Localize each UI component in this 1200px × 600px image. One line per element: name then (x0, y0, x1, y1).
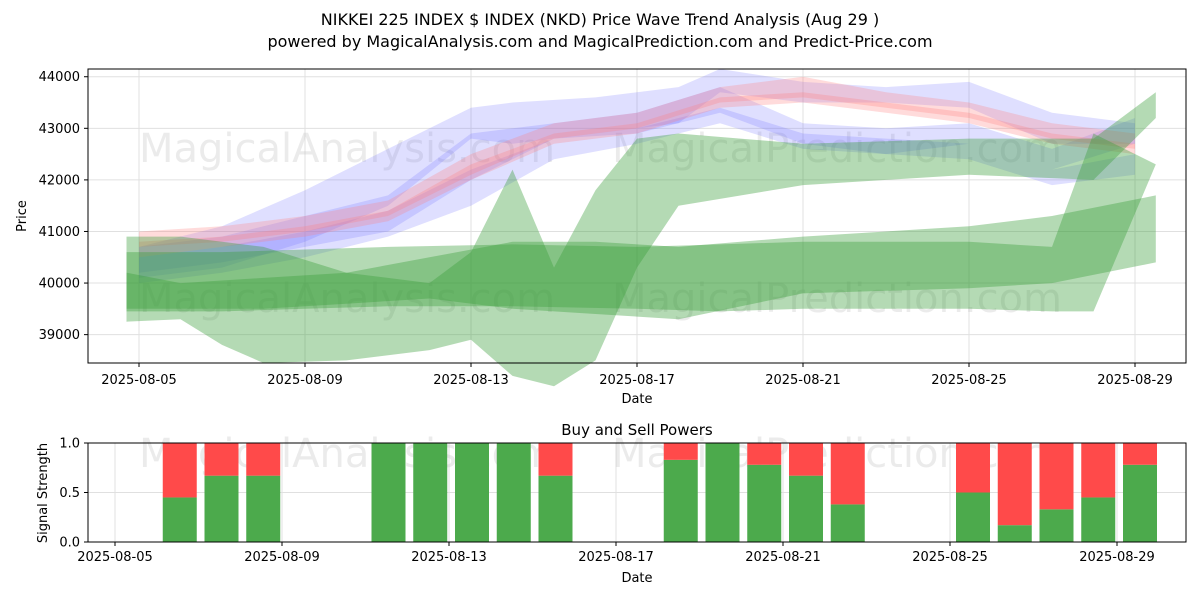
sell-bar (1123, 443, 1157, 465)
price-panel: MagicalAnalysis.com MagicalPrediction.co… (15, 68, 1187, 407)
powers-x-tick-label: 2025-08-21 (745, 550, 821, 565)
buy-bar (1081, 497, 1116, 542)
buy-bar (747, 464, 782, 542)
price-y-tick-label: 44000 (39, 70, 80, 85)
buy-bar (956, 492, 990, 542)
buy-bar (538, 475, 573, 542)
powers-x-tick-label: 2025-08-09 (244, 550, 320, 565)
sell-bar (204, 443, 239, 476)
powers-y-ticks: 0.0 0.5 1.0 (59, 437, 88, 551)
watermark: MagicalPrediction.com (612, 126, 1062, 172)
powers-y-label: Signal Strength (36, 443, 51, 543)
price-x-label: Date (621, 392, 652, 407)
price-x-tick-label: 2025-08-29 (1097, 373, 1173, 388)
powers-title: Buy and Sell Powers (561, 421, 713, 439)
watermark: MagicalAnalysis.com (139, 431, 555, 477)
buy-bar (830, 504, 865, 542)
buy-bar (663, 459, 698, 542)
powers-bars (162, 443, 1157, 542)
buy-bar (789, 475, 823, 542)
powers-y-tick-label: 1.0 (59, 437, 80, 452)
price-x-tick-label: 2025-08-09 (267, 373, 343, 388)
powers-x-tick-label: 2025-08-25 (912, 550, 988, 565)
sell-bar (830, 443, 865, 505)
buy-bar (455, 443, 489, 542)
sell-bar (956, 443, 990, 493)
powers-x-tick-label: 2025-08-13 (411, 550, 487, 565)
price-y-tick-label: 41000 (39, 225, 80, 240)
sell-bar (246, 443, 281, 476)
buy-bar (1039, 509, 1074, 542)
chart-subtitle: powered by MagicalAnalysis.com and Magic… (267, 32, 932, 51)
price-y-ticks: 39000 40000 41000 42000 43000 44000 (39, 70, 88, 343)
powers-y-tick-label: 0.0 (59, 536, 80, 551)
price-x-tick-label: 2025-08-21 (765, 373, 841, 388)
powers-x-label: Date (621, 571, 652, 586)
price-wave-bands (126, 69, 1156, 387)
wave-band-blue (139, 69, 1135, 278)
price-watermarks: MagicalAnalysis.com MagicalPrediction.co… (139, 126, 1062, 322)
price-x-tick-label: 2025-08-25 (931, 373, 1007, 388)
wave-band-blue (139, 107, 1135, 284)
wave-band-green (126, 195, 1156, 320)
price-x-ticks: 2025-08-05 2025-08-09 2025-08-13 2025-08-17… (101, 363, 1173, 388)
wave-band-green (126, 92, 1156, 387)
sell-bar (789, 443, 823, 476)
price-x-tick-label: 2025-08-13 (433, 373, 509, 388)
powers-x-tick-label: 2025-08-05 (77, 550, 153, 565)
powers-x-tick-label: 2025-08-29 (1079, 550, 1155, 565)
price-y-tick-label: 40000 (39, 277, 80, 292)
buy-bar (162, 497, 197, 542)
watermark: MagicalAnalysis.com (139, 126, 555, 172)
sell-bar (997, 443, 1032, 526)
chart-title: NIKKEI 225 INDEX $ INDEX (NKD) Price Wav… (321, 10, 879, 29)
price-x-tick-label: 2025-08-17 (599, 373, 675, 388)
price-y-tick-label: 43000 (39, 122, 80, 137)
buy-bar (371, 443, 406, 542)
watermark: MagicalAnalysis.com (139, 276, 555, 322)
wave-band-green (126, 133, 1156, 312)
powers-y-tick-label: 0.5 (59, 486, 80, 501)
price-y-tick-label: 39000 (39, 328, 80, 343)
powers-x-ticks: 2025-08-05 2025-08-09 2025-08-13 2025-08-17… (77, 542, 1155, 565)
buy-bar (413, 443, 448, 542)
sell-bar (747, 443, 782, 465)
buy-bar (997, 525, 1032, 542)
sell-bar (162, 443, 197, 498)
price-grid (88, 69, 1186, 363)
buy-bar (705, 443, 740, 542)
price-y-tick-label: 42000 (39, 173, 80, 188)
buy-bar (204, 475, 239, 542)
sell-bar (1081, 443, 1116, 498)
sell-bar (538, 443, 573, 476)
buy-bar (246, 475, 281, 542)
price-y-label: Price (15, 200, 30, 232)
powers-x-tick-label: 2025-08-17 (578, 550, 654, 565)
buy-bar (1123, 464, 1157, 542)
watermark: MagicalPrediction.com (612, 276, 1062, 322)
powers-panel: Buy and Sell Powers MagicalAnalysis.com … (36, 421, 1187, 586)
wave-band-red (139, 76, 1135, 247)
sell-bar (663, 443, 698, 460)
wave-band-red (139, 92, 1135, 258)
price-x-tick-label: 2025-08-05 (101, 373, 177, 388)
buy-bar (496, 443, 531, 542)
sell-bar (1039, 443, 1074, 510)
wave-band-blue (139, 87, 1135, 273)
